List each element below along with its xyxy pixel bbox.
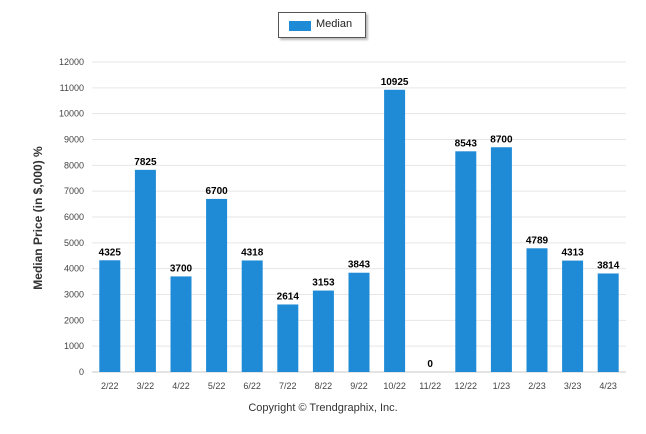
y-axis-label: Median Price (in $,000) %	[31, 146, 45, 290]
x-tick-label: 4/22	[172, 381, 190, 391]
data-label: 3700	[170, 263, 193, 274]
bar	[99, 260, 121, 372]
data-label: 6700	[205, 186, 228, 197]
y-tick-label: 11000	[60, 83, 84, 93]
legend: Median	[278, 12, 366, 38]
x-tick-label: 11/22	[419, 381, 441, 391]
y-tick-label: 8000	[64, 160, 84, 170]
data-label: 4318	[241, 247, 264, 258]
data-label: 4789	[526, 235, 549, 246]
x-tick-label: 10/22	[383, 381, 406, 391]
data-label: 4313	[561, 248, 584, 259]
x-tick-label: 8/22	[315, 381, 333, 391]
data-label: 3843	[348, 260, 371, 271]
y-tick-label: 9000	[64, 135, 84, 145]
y-tick-label: 0	[79, 367, 84, 377]
y-tick-label: 6000	[64, 212, 84, 222]
bar	[597, 273, 619, 372]
bar	[241, 260, 263, 372]
data-label: 8700	[490, 134, 513, 145]
bar	[277, 304, 299, 372]
x-tick-label: 7/22	[279, 381, 297, 391]
bar	[312, 290, 334, 372]
y-tick-label: 12000	[59, 57, 84, 67]
legend-label: Median	[316, 18, 353, 30]
data-label: 8543	[455, 138, 478, 149]
data-label: 2614	[277, 291, 300, 302]
data-label: 10925	[381, 77, 409, 88]
x-tick-label: 5/22	[208, 381, 226, 391]
y-tick-label: 5000	[64, 238, 84, 248]
data-label: 7825	[134, 157, 157, 168]
legend-swatch	[289, 21, 311, 31]
bar	[562, 260, 584, 372]
bar	[170, 276, 192, 372]
bar	[206, 198, 228, 372]
copyright-text: Copyright © Trendgraphix, Inc.	[248, 402, 398, 414]
bar	[490, 147, 512, 372]
x-tick-label: 2/23	[528, 381, 546, 391]
x-tick-label: 2/22	[101, 381, 119, 391]
data-label: 0	[427, 359, 433, 370]
bar	[455, 151, 477, 372]
y-tick-label: 3000	[64, 290, 84, 300]
bar	[348, 272, 370, 372]
data-label: 3153	[312, 278, 335, 289]
bar	[526, 248, 548, 372]
y-tick-label: 7000	[64, 186, 84, 196]
y-tick-label: 1000	[64, 341, 84, 351]
x-tick-label: 3/23	[564, 381, 582, 391]
x-tick-label: 12/22	[455, 381, 478, 391]
x-tick-label: 3/22	[137, 381, 155, 391]
y-tick-label: 10000	[59, 109, 84, 119]
data-label: 3814	[597, 260, 620, 271]
x-tick-label: 6/22	[243, 381, 261, 391]
x-tick-label: 4/23	[599, 381, 617, 391]
bar	[384, 89, 406, 372]
y-tick-label: 4000	[64, 264, 84, 274]
data-label: 4325	[99, 247, 122, 258]
x-tick-label: 9/22	[350, 381, 368, 391]
bar	[134, 169, 156, 372]
x-tick-label: 1/23	[493, 381, 511, 391]
y-tick-label: 2000	[64, 315, 84, 325]
